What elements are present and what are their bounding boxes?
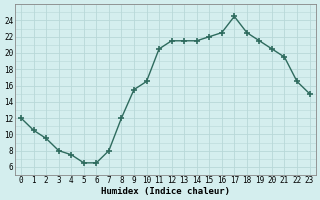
X-axis label: Humidex (Indice chaleur): Humidex (Indice chaleur) xyxy=(101,187,230,196)
